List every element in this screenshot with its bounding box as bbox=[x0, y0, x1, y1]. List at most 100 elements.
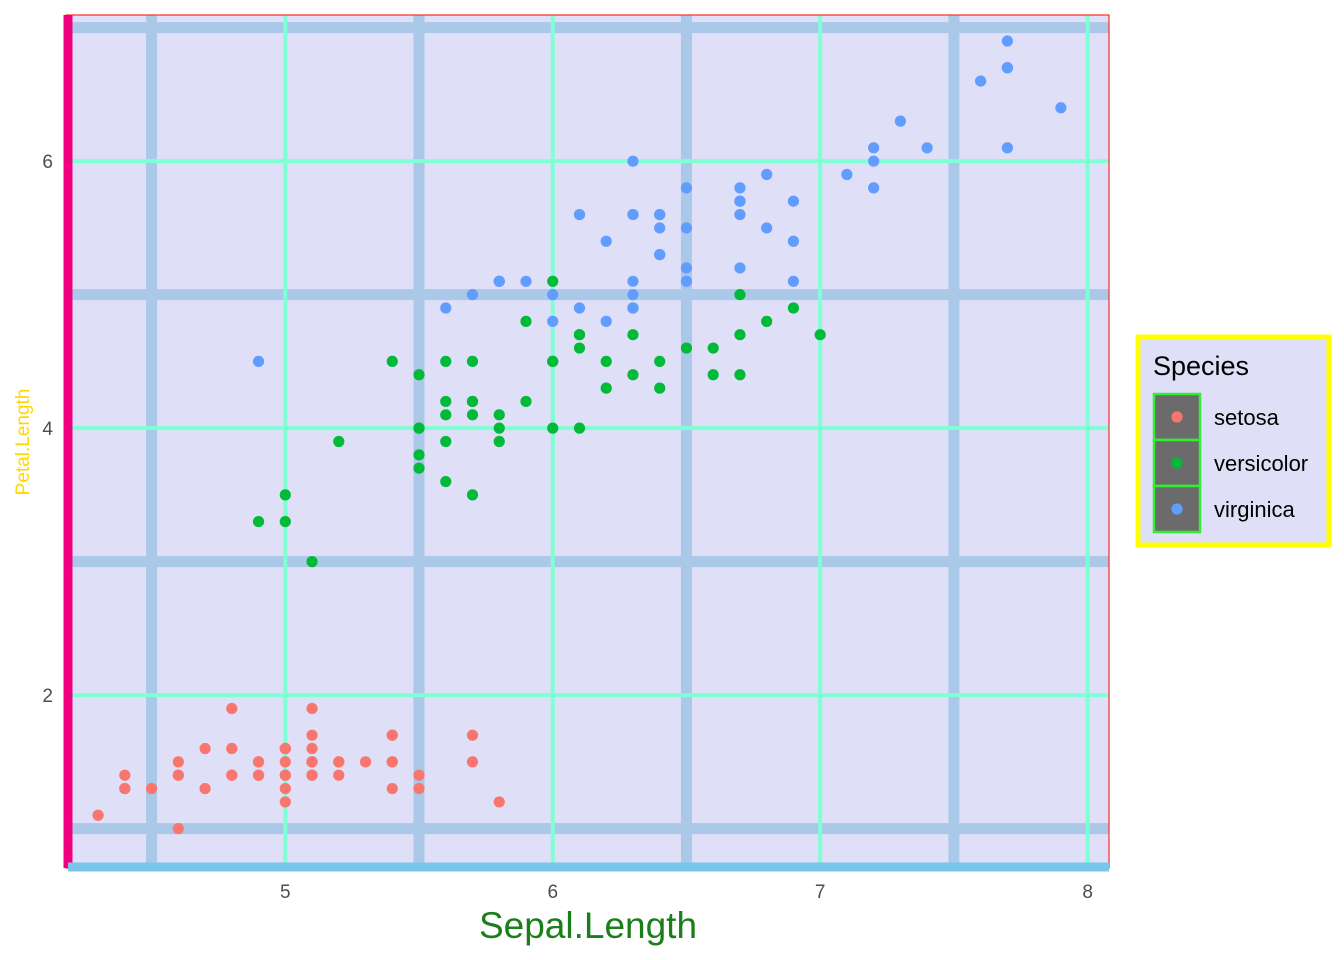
data-point-versicolor bbox=[440, 435, 452, 448]
legend-marker-setosa bbox=[1171, 411, 1183, 423]
legend-marker-virginica bbox=[1171, 503, 1183, 515]
data-point-virginica bbox=[1001, 35, 1013, 47]
data-point-versicolor bbox=[493, 422, 505, 434]
data-point-virginica bbox=[921, 142, 933, 154]
data-point-virginica bbox=[734, 195, 746, 207]
data-point-versicolor bbox=[279, 515, 291, 528]
x-tick-label: 7 bbox=[815, 882, 826, 903]
data-point-versicolor bbox=[466, 355, 479, 368]
data-point-setosa bbox=[119, 782, 131, 795]
data-point-virginica bbox=[493, 275, 505, 287]
data-point-setosa bbox=[172, 756, 184, 768]
data-point-setosa bbox=[386, 782, 398, 795]
data-point-setosa bbox=[172, 823, 184, 835]
data-point-versicolor bbox=[520, 315, 532, 327]
data-point-setosa bbox=[306, 742, 318, 755]
data-point-virginica bbox=[627, 155, 639, 167]
data-point-versicolor bbox=[440, 355, 452, 368]
data-point-setosa bbox=[306, 756, 318, 768]
data-point-versicolor bbox=[787, 302, 800, 314]
data-point-versicolor bbox=[413, 449, 425, 461]
data-point-setosa bbox=[226, 702, 238, 715]
data-point-versicolor bbox=[520, 395, 532, 408]
data-point-virginica bbox=[654, 249, 666, 261]
data-point-virginica bbox=[787, 275, 800, 287]
y-axis-label: Petal.Length bbox=[13, 389, 34, 496]
data-point-virginica bbox=[600, 315, 612, 327]
data-point-versicolor bbox=[680, 342, 693, 354]
y-axis-ticks: 2 4 6 bbox=[42, 152, 53, 707]
data-point-setosa bbox=[252, 769, 265, 781]
data-point-setosa bbox=[172, 769, 184, 781]
data-point-versicolor bbox=[306, 556, 318, 568]
data-point-setosa bbox=[466, 756, 479, 768]
data-point-virginica bbox=[680, 222, 693, 234]
data-point-setosa bbox=[493, 796, 505, 808]
data-point-virginica bbox=[547, 289, 559, 301]
data-point-virginica bbox=[680, 182, 693, 194]
data-point-setosa bbox=[199, 742, 211, 755]
data-point-versicolor bbox=[333, 435, 345, 448]
y-tick-label: 4 bbox=[42, 419, 53, 440]
data-point-virginica bbox=[761, 222, 773, 234]
legend-items: setosa versicolor virginica bbox=[1152, 392, 1308, 534]
legend-label-versicolor: versicolor bbox=[1214, 451, 1308, 476]
x-axis-ticks: 5 6 7 8 bbox=[280, 882, 1093, 903]
data-point-versicolor bbox=[573, 422, 586, 434]
data-point-virginica bbox=[975, 75, 987, 87]
data-point-virginica bbox=[627, 289, 639, 301]
data-point-setosa bbox=[333, 769, 345, 781]
legend-key-virginica bbox=[1152, 484, 1202, 534]
data-point-virginica bbox=[841, 168, 853, 181]
data-point-setosa bbox=[252, 756, 265, 768]
data-point-versicolor bbox=[573, 342, 586, 354]
data-point-virginica bbox=[868, 182, 880, 194]
data-point-virginica bbox=[573, 208, 586, 221]
data-point-setosa bbox=[279, 756, 291, 768]
data-point-virginica bbox=[787, 195, 800, 207]
legend: Species setosa versicolor virginica bbox=[1135, 334, 1332, 548]
data-point-versicolor bbox=[466, 395, 479, 408]
y-tick-label: 6 bbox=[42, 152, 53, 173]
data-point-versicolor bbox=[707, 342, 719, 354]
data-point-setosa bbox=[333, 756, 345, 768]
data-point-setosa bbox=[92, 809, 104, 821]
data-point-versicolor bbox=[547, 422, 559, 434]
data-point-versicolor bbox=[600, 382, 612, 394]
data-point-versicolor bbox=[440, 475, 452, 488]
data-point-versicolor bbox=[814, 329, 826, 341]
data-point-versicolor bbox=[279, 489, 291, 501]
data-point-setosa bbox=[359, 756, 372, 768]
data-point-virginica bbox=[1001, 62, 1013, 74]
data-point-virginica bbox=[787, 235, 800, 247]
data-point-setosa bbox=[466, 729, 479, 741]
data-point-setosa bbox=[279, 769, 291, 781]
x-tick-label: 6 bbox=[547, 882, 558, 903]
data-point-versicolor bbox=[547, 275, 559, 287]
legend-title: Species bbox=[1153, 351, 1249, 381]
data-point-virginica bbox=[1001, 142, 1013, 154]
data-point-setosa bbox=[386, 729, 398, 741]
data-point-versicolor bbox=[413, 369, 425, 381]
legend-label-setosa: setosa bbox=[1214, 405, 1280, 430]
data-point-versicolor bbox=[734, 289, 746, 301]
data-points bbox=[92, 35, 1067, 835]
data-point-virginica bbox=[654, 222, 666, 234]
data-point-versicolor bbox=[573, 329, 586, 341]
y-tick-label: 2 bbox=[42, 686, 53, 707]
data-point-virginica bbox=[761, 168, 773, 181]
data-point-setosa bbox=[226, 769, 238, 781]
data-point-versicolor bbox=[440, 395, 452, 408]
data-point-virginica bbox=[627, 208, 639, 221]
data-point-versicolor bbox=[413, 462, 425, 474]
data-point-versicolor bbox=[413, 422, 425, 434]
major-gridlines bbox=[66, 15, 1109, 868]
data-point-virginica bbox=[547, 315, 559, 327]
data-point-setosa bbox=[413, 769, 425, 781]
data-point-virginica bbox=[466, 289, 479, 301]
data-point-versicolor bbox=[493, 409, 505, 421]
legend-marker-versicolor bbox=[1171, 457, 1183, 469]
data-point-virginica bbox=[734, 262, 746, 274]
data-point-versicolor bbox=[734, 329, 746, 341]
data-point-virginica bbox=[440, 302, 452, 314]
